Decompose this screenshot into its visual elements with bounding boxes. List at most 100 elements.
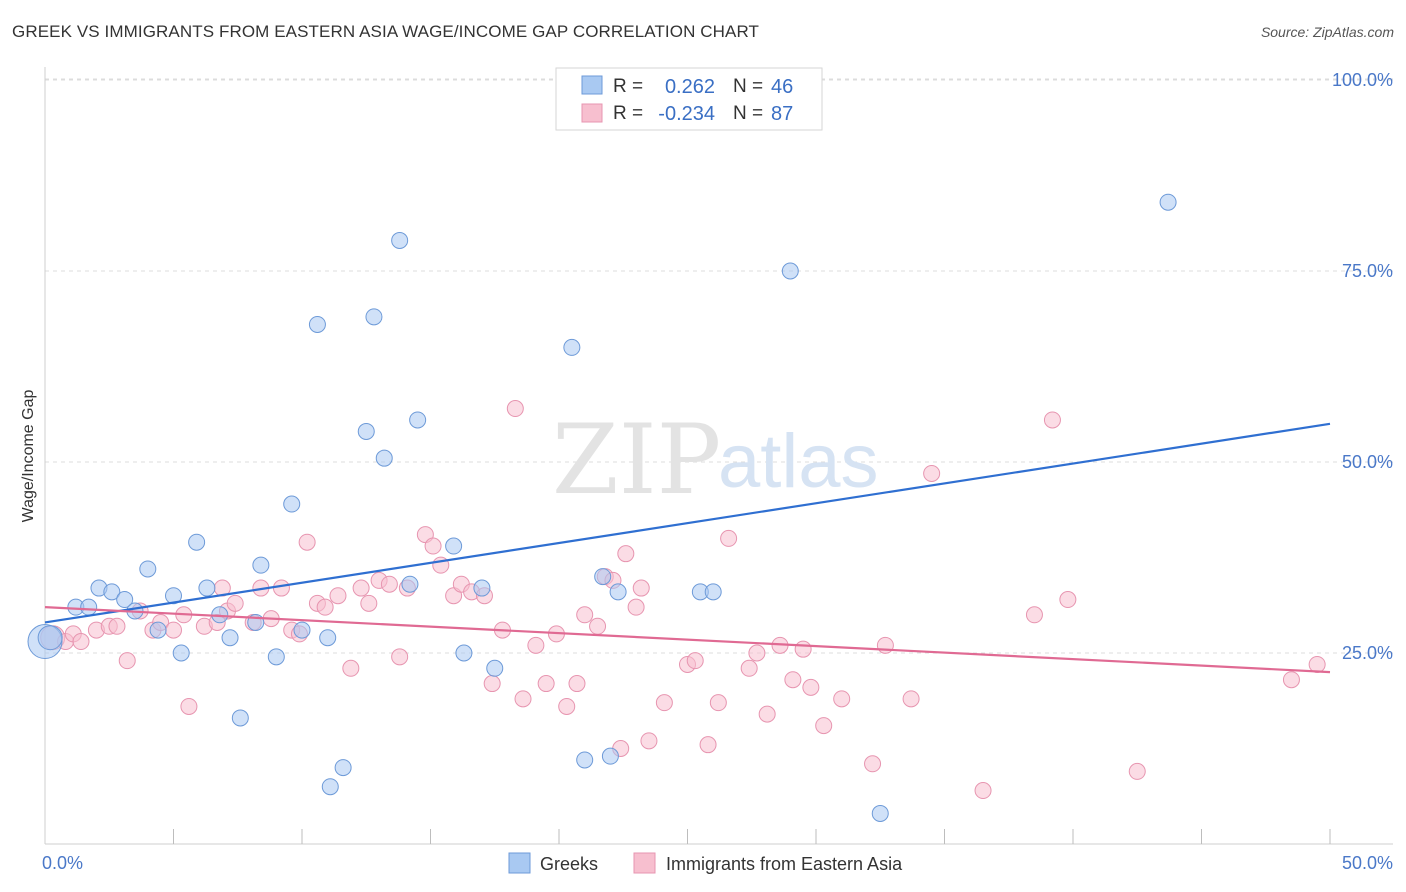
watermark-zip: ZIP <box>552 404 721 516</box>
legend-swatch-greeks <box>508 852 531 874</box>
point-0-9 <box>149 621 167 639</box>
point-1-79 <box>923 464 941 482</box>
point-0-16 <box>231 709 249 727</box>
y-tick-labels: 25.0% 50.0% 75.0% 100.0% <box>1332 70 1393 663</box>
point-1-64 <box>699 736 717 754</box>
legend: Greeks Immigrants from Eastern Asia <box>508 852 903 874</box>
point-1-66 <box>720 529 738 547</box>
point-0-26 <box>357 422 375 440</box>
point-1-48 <box>537 675 555 693</box>
legend-label-greeks: Greeks <box>540 854 598 874</box>
point-0-12 <box>188 533 206 551</box>
point-0-35 <box>486 659 504 677</box>
point-1-63 <box>686 652 704 670</box>
point-0-45 <box>1159 193 1177 211</box>
point-1-78 <box>902 690 920 708</box>
point-0-20 <box>283 495 301 513</box>
y-axis-label: Wage/Income Gap <box>20 390 37 523</box>
point-1-82 <box>1043 411 1061 429</box>
point-1-60 <box>640 732 658 750</box>
point-1-37 <box>424 537 442 555</box>
point-0-25 <box>321 778 339 796</box>
point-1-75 <box>833 690 851 708</box>
point-1-84 <box>1128 762 1146 780</box>
point-1-43 <box>483 675 501 693</box>
stats-n-label-eastern-asia: N = <box>733 103 763 124</box>
trend-lines <box>44 422 1331 674</box>
stats-r-label-greeks: R = <box>613 76 643 97</box>
point-1-83 <box>1059 591 1077 609</box>
x-tick-label-0: 0.0% <box>42 853 83 873</box>
point-1-33 <box>380 575 398 593</box>
point-1-68 <box>748 644 766 662</box>
point-1-67 <box>740 659 758 677</box>
point-0-1 <box>37 625 63 651</box>
point-1-57 <box>617 545 635 563</box>
point-0-27 <box>365 308 383 326</box>
point-0-13 <box>198 579 216 597</box>
point-1-11 <box>165 621 182 639</box>
x-tick-labels: 0.0% 50.0% <box>42 853 1393 873</box>
point-1-45 <box>506 400 524 418</box>
point-0-19 <box>267 648 285 666</box>
point-0-21 <box>293 621 311 639</box>
point-1-22 <box>272 579 290 597</box>
point-1-3 <box>72 633 90 651</box>
chart-source: Source: ZipAtlas.com <box>1260 24 1394 40</box>
point-1-72 <box>794 640 812 658</box>
stats-r-value-greeks: 0.262 <box>665 76 715 98</box>
point-0-8 <box>139 560 157 578</box>
point-0-38 <box>594 568 612 586</box>
point-1-27 <box>316 598 334 616</box>
point-1-74 <box>815 717 833 735</box>
point-1-80 <box>974 782 992 800</box>
point-0-33 <box>455 644 473 662</box>
point-0-28 <box>375 449 393 467</box>
point-1-73 <box>802 678 820 696</box>
point-0-18 <box>252 556 270 574</box>
series-points-0 <box>27 193 1177 822</box>
point-0-30 <box>409 411 427 429</box>
grid <box>45 78 1393 654</box>
point-1-50 <box>558 697 576 715</box>
trend-line-1 <box>44 606 1331 674</box>
point-0-15 <box>221 629 239 647</box>
y-tick-label-2: 75.0% <box>1342 261 1393 281</box>
point-0-32 <box>445 537 463 555</box>
point-0-37 <box>576 751 594 769</box>
point-1-52 <box>576 606 594 624</box>
point-1-76 <box>864 755 882 773</box>
point-1-53 <box>589 617 607 635</box>
point-1-65 <box>709 694 727 712</box>
stats-r-label-eastern-asia: R = <box>613 103 643 124</box>
point-1-46 <box>514 690 532 708</box>
stats-swatch-eastern-asia <box>581 103 603 123</box>
point-1-6 <box>108 617 126 635</box>
legend-swatch-eastern-asia <box>633 852 656 874</box>
chart-title: GREEK VS IMMIGRANTS FROM EASTERN ASIA WA… <box>12 22 760 41</box>
point-0-39 <box>601 747 619 765</box>
point-1-59 <box>632 579 650 597</box>
point-0-3 <box>80 598 98 616</box>
point-0-24 <box>334 759 352 777</box>
stats-swatch-greeks <box>581 75 603 95</box>
point-1-18 <box>226 594 244 612</box>
y-tick-label-0: 25.0% <box>1342 643 1393 663</box>
stats-r-value-eastern-asia: -0.234 <box>658 103 715 125</box>
point-0-43 <box>781 262 799 280</box>
point-1-85 <box>1282 671 1300 689</box>
stats-box: R = 0.262 N = 46 R = -0.234 N = 87 <box>555 67 823 131</box>
point-1-7 <box>118 652 136 670</box>
point-0-34 <box>473 579 491 597</box>
watermark-atlas: atlas <box>718 419 879 504</box>
point-1-29 <box>342 659 360 677</box>
y-tick-label-3: 100.0% <box>1332 70 1393 90</box>
point-0-40 <box>609 583 627 601</box>
point-1-69 <box>758 705 776 723</box>
point-0-6 <box>116 591 134 609</box>
point-1-71 <box>784 671 802 689</box>
point-0-31 <box>401 575 419 593</box>
point-0-22 <box>308 315 326 333</box>
point-0-10 <box>165 587 182 605</box>
